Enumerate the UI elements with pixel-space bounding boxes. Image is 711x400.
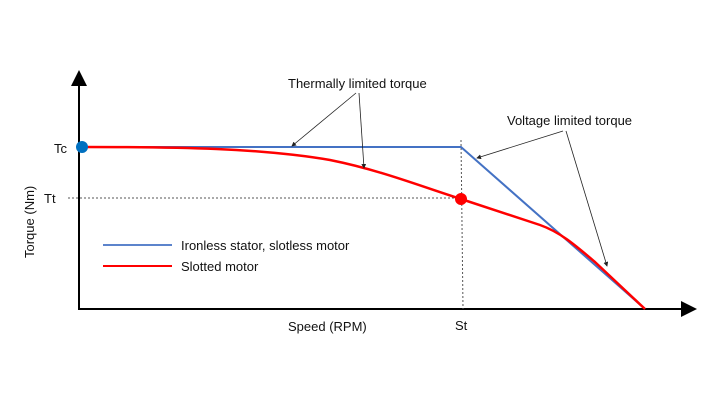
voltage-arrow-1 [476,130,564,160]
thermal-annotation: Thermally limited torque [288,76,427,91]
thermal-arrow-2 [358,92,367,169]
tc-label: Tc [54,141,68,156]
tt-label: Tt [44,191,56,206]
st-guide-line [460,139,464,310]
slotted-motor-curve [81,145,646,310]
tt-marker [455,193,467,205]
thermal-arrow-1 [291,92,357,147]
voltage-annotation: Voltage limited torque [507,113,632,128]
voltage-arrow-2 [565,130,609,267]
x-axis-label: Speed (RPM) [288,319,367,334]
legend-label-slotless: Ironless stator, slotless motor [181,238,350,253]
tc-marker [76,141,88,153]
slotless-motor-curve [82,146,646,310]
legend-label-slotted: Slotted motor [181,259,259,274]
legend: Ironless stator, slotless motor Slotted … [103,238,350,274]
y-axis-label: Torque (Nm) [22,186,37,258]
st-label: St [455,318,468,333]
